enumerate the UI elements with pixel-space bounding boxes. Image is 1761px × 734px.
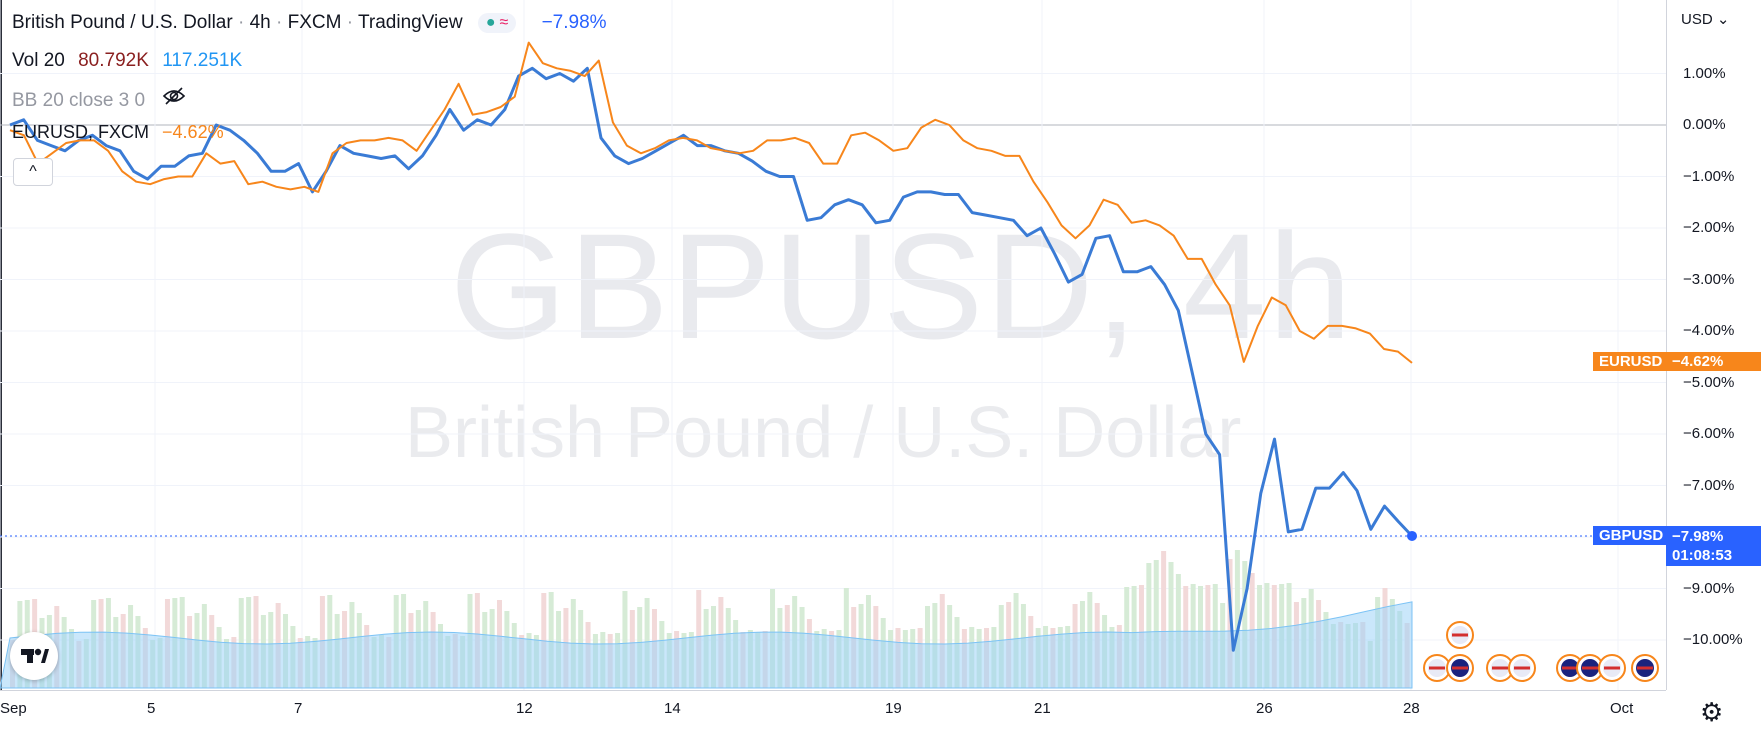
volume-legend[interactable]: Vol 20 80.792K 117.251K — [12, 50, 242, 72]
y-tick-label: −9.00% — [1683, 579, 1735, 597]
x-tick-label: 12 — [516, 700, 533, 717]
volume-bar — [939, 594, 945, 688]
market-status-pill[interactable]: ● ≈ — [477, 12, 517, 33]
compare-change: −4.62% — [162, 122, 224, 142]
tradingview-logo-icon — [21, 648, 49, 663]
bb-label: BB 20 close 3 0 — [12, 90, 146, 111]
x-tick-label: 14 — [664, 700, 681, 717]
market-open-dot-icon: ● — [485, 13, 496, 31]
x-tick-label: 26 — [1256, 700, 1273, 717]
gbpusd-last-point — [1407, 530, 1417, 541]
collapse-legend-button[interactable]: ^ — [13, 158, 53, 186]
hidden-eye-icon[interactable] — [162, 87, 186, 111]
y-tick-label: −3.00% — [1683, 270, 1735, 288]
gbpusd-scale-value: −7.98% 01:08:53 — [1666, 526, 1761, 566]
settings-gear-icon[interactable]: ⚙ — [1700, 697, 1724, 727]
x-tick-label: 5 — [147, 700, 156, 717]
gbpusd-scale-tag: GBPUSD — [1593, 526, 1670, 545]
gbpusd-last-value: −7.98% — [1672, 528, 1724, 545]
compare-symbol-label: EURUSD, FXCM — [12, 122, 150, 142]
volume-ma-value: 117.251K — [162, 50, 243, 71]
volume-bar — [1161, 551, 1167, 688]
exchange-label: FXCM — [287, 12, 342, 33]
bb-legend[interactable]: BB 20 close 3 0 — [12, 86, 186, 112]
symbol-change: −7.98% — [541, 12, 607, 33]
volume-bar — [1153, 560, 1159, 688]
eurusd-scale-value: −4.62% — [1666, 352, 1761, 371]
volume-bar — [1168, 562, 1174, 688]
volume-bar — [246, 597, 252, 688]
chart-left-border — [0, 0, 2, 733]
y-tick-label: −5.00% — [1683, 373, 1735, 391]
volume-bars — [0, 550, 1413, 689]
tradingview-logo[interactable] — [10, 632, 58, 680]
y-tick-label: −2.00% — [1683, 219, 1735, 236]
volume-bar — [253, 596, 259, 688]
time-scale[interactable] — [0, 690, 1666, 734]
platform-label: TradingView — [358, 12, 463, 33]
volume-bar — [1146, 563, 1152, 688]
chart-plot-area[interactable] — [0, 0, 1666, 690]
event-markers — [1423, 621, 1659, 682]
price-scale[interactable] — [1666, 0, 1761, 690]
x-tick-label: 7 — [294, 700, 303, 717]
y-tick-label: −7.00% — [1683, 476, 1735, 494]
x-tick-label: Sep — [0, 700, 27, 717]
y-tick-label: 0.00% — [1683, 116, 1726, 133]
chevron-down-icon: ⌄ — [1716, 11, 1730, 28]
y-tick-label: −10.00% — [1683, 631, 1743, 648]
volume-ma-area — [0, 601, 1413, 689]
y-tick-label: 1.00% — [1683, 64, 1726, 82]
y-tick-label: −1.00% — [1683, 167, 1735, 185]
volume-bar — [548, 592, 554, 688]
bar-countdown: 01:08:53 — [1672, 547, 1733, 564]
y-tick-label: −4.00% — [1683, 322, 1735, 339]
symbol-watermark: GBPUSD, 4h — [450, 202, 1354, 370]
volume-bar — [1234, 550, 1240, 688]
symbol-title: British Pound / U.S. Dollar — [12, 12, 233, 33]
gbpusd-line — [9, 66, 1414, 652]
currency-selector[interactable]: USD ⌄ — [1681, 11, 1730, 28]
x-tick-label: 19 — [885, 700, 902, 717]
x-tick-label: 28 — [1403, 700, 1420, 717]
x-tick-label: Oct — [1610, 700, 1634, 717]
y-tick-label: −6.00% — [1683, 425, 1735, 442]
symbol-legend[interactable]: British Pound / U.S. Dollar · 4h · FXCM … — [12, 12, 607, 33]
volume-value: 80.792K — [78, 50, 149, 71]
wave-icon: ≈ — [499, 13, 509, 31]
compare-legend[interactable]: EURUSD, FXCM −4.62% — [12, 122, 224, 143]
description-watermark: British Pound / U.S. Dollar — [405, 393, 1242, 473]
timeframe-label[interactable]: 4h — [249, 12, 271, 33]
volume-bar — [1242, 561, 1248, 688]
volume-bar — [622, 591, 628, 688]
chart-grid — [0, 0, 1666, 690]
price-lines — [0, 41, 1666, 652]
x-tick-label: 21 — [1034, 700, 1051, 717]
eurusd-scale-tag: EURUSD — [1593, 352, 1669, 371]
eurusd-line — [9, 41, 1413, 364]
volume-label: Vol 20 — [12, 50, 65, 71]
